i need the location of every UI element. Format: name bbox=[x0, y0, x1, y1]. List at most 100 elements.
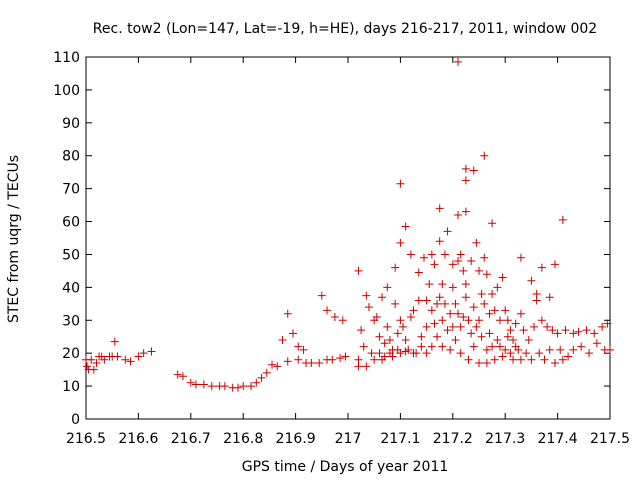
data-point bbox=[92, 359, 101, 368]
data-point bbox=[443, 326, 452, 335]
data-point bbox=[569, 329, 578, 338]
data-point bbox=[207, 382, 216, 391]
y-tick-label: 80 bbox=[62, 149, 80, 165]
data-point bbox=[391, 299, 400, 308]
data-point bbox=[433, 299, 442, 308]
data-point bbox=[535, 349, 544, 358]
data-point bbox=[388, 352, 397, 361]
data-point bbox=[370, 355, 379, 364]
data-point bbox=[406, 312, 415, 321]
data-point bbox=[396, 316, 405, 325]
data-point bbox=[577, 342, 586, 351]
data-point bbox=[435, 293, 444, 302]
data-point bbox=[422, 349, 431, 358]
data-point bbox=[401, 336, 410, 345]
data-point bbox=[456, 250, 465, 259]
data-point bbox=[283, 309, 292, 318]
data-point bbox=[485, 309, 494, 318]
data-point bbox=[430, 319, 439, 328]
data-point bbox=[490, 306, 499, 315]
data-point bbox=[380, 339, 389, 348]
data-point bbox=[592, 339, 601, 348]
data-point bbox=[435, 204, 444, 213]
x-axis-label: GPS time / Days of year 2011 bbox=[242, 459, 449, 475]
data-point bbox=[545, 345, 554, 354]
x-tick-label: 217 bbox=[335, 431, 362, 447]
data-point bbox=[495, 342, 504, 351]
y-tick-label: 100 bbox=[53, 83, 80, 99]
data-point bbox=[354, 362, 363, 371]
data-point bbox=[438, 280, 447, 289]
data-point bbox=[564, 352, 573, 361]
data-point bbox=[530, 322, 539, 331]
x-axis: 216.5 216.6 216.7 216.8 216.9 217 217.1 217.2 21… bbox=[66, 57, 630, 447]
data-point bbox=[372, 312, 381, 321]
data-point bbox=[537, 316, 546, 325]
data-point bbox=[113, 352, 122, 361]
data-point bbox=[288, 329, 297, 338]
data-point bbox=[488, 289, 497, 298]
data-point bbox=[268, 360, 277, 369]
data-point bbox=[126, 357, 135, 366]
data-point bbox=[362, 291, 371, 300]
data-point bbox=[262, 368, 271, 377]
data-point bbox=[503, 316, 512, 325]
data-point bbox=[362, 362, 371, 371]
data-point bbox=[412, 349, 421, 358]
data-point bbox=[427, 250, 436, 259]
y-tick-label: 110 bbox=[53, 50, 80, 66]
data-point bbox=[427, 342, 436, 351]
data-point bbox=[273, 362, 282, 371]
data-point bbox=[110, 337, 119, 346]
data-point bbox=[438, 316, 447, 325]
data-point bbox=[367, 349, 376, 358]
data-point bbox=[341, 352, 350, 361]
data-point bbox=[516, 355, 525, 364]
data-point bbox=[537, 263, 546, 272]
data-point bbox=[495, 316, 504, 325]
data-point bbox=[569, 345, 578, 354]
data-point bbox=[459, 266, 468, 275]
data-point bbox=[323, 306, 332, 315]
data-point bbox=[199, 380, 208, 389]
data-point bbox=[485, 329, 494, 338]
data-point bbox=[139, 349, 148, 358]
data-point bbox=[472, 238, 481, 247]
data-point bbox=[498, 273, 507, 282]
plot-border bbox=[85, 56, 611, 420]
data-point bbox=[454, 210, 463, 219]
data-point bbox=[83, 362, 92, 371]
data-point bbox=[509, 355, 518, 364]
data-point bbox=[574, 327, 583, 336]
data-point bbox=[506, 326, 515, 335]
data-point bbox=[480, 253, 489, 262]
data-point bbox=[532, 296, 541, 305]
data-point bbox=[375, 332, 384, 341]
data-point bbox=[419, 253, 428, 262]
data-point bbox=[186, 378, 195, 387]
x-tick-label: 216.8 bbox=[223, 431, 263, 447]
data-point bbox=[516, 309, 525, 318]
data-point bbox=[582, 326, 591, 335]
data-point bbox=[354, 266, 363, 275]
data-point bbox=[461, 280, 470, 289]
data-point bbox=[475, 266, 483, 275]
data-point bbox=[543, 322, 552, 331]
data-point bbox=[498, 352, 507, 361]
data-point bbox=[422, 296, 431, 305]
data-point bbox=[380, 352, 389, 361]
data-point bbox=[430, 260, 439, 269]
data-point bbox=[440, 299, 449, 308]
data-point bbox=[417, 342, 426, 351]
data-point bbox=[409, 306, 418, 315]
data-point bbox=[511, 319, 520, 328]
data-point bbox=[399, 322, 408, 331]
data-point bbox=[448, 260, 457, 269]
data-point bbox=[357, 326, 366, 335]
data-point bbox=[121, 355, 130, 364]
data-point bbox=[493, 283, 502, 292]
data-point bbox=[443, 227, 452, 236]
data-point bbox=[446, 309, 455, 318]
data-point bbox=[561, 326, 570, 335]
data-point bbox=[375, 349, 384, 358]
